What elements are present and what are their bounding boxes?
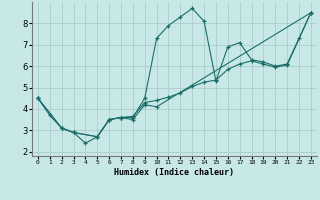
X-axis label: Humidex (Indice chaleur): Humidex (Indice chaleur) — [115, 168, 234, 177]
